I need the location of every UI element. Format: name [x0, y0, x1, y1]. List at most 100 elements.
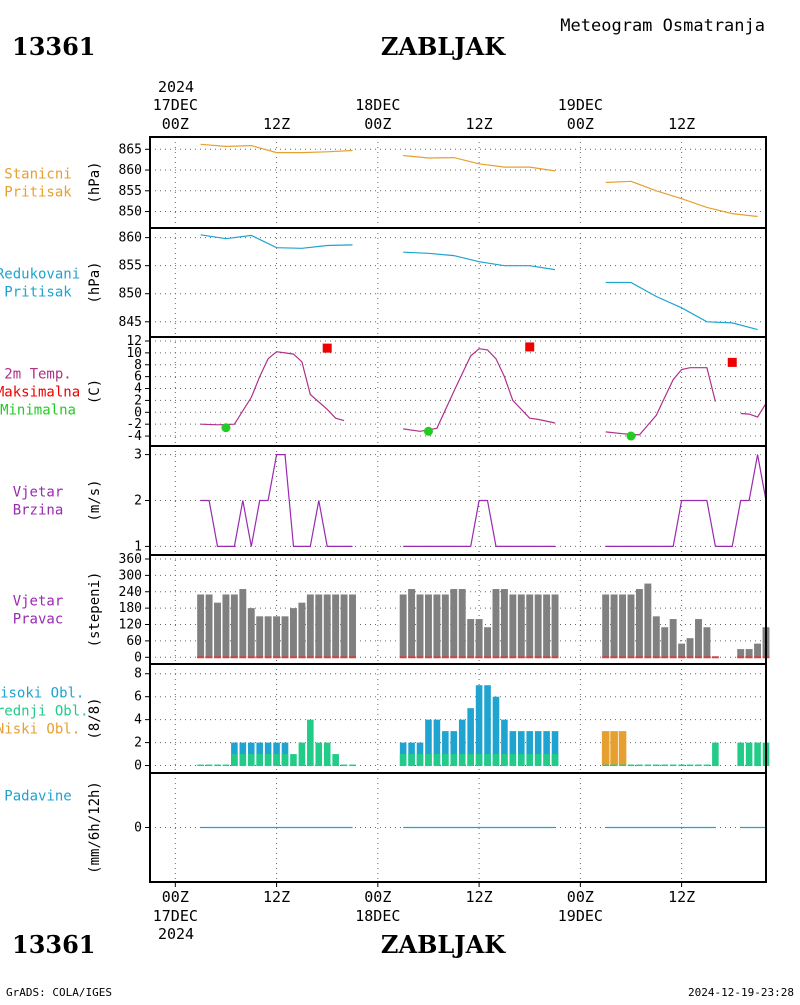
y-tick-label: 2 — [134, 494, 142, 509]
cloud-baseline — [501, 764, 508, 767]
mid-cloud-bar — [264, 754, 272, 766]
tmin-marker — [626, 431, 636, 441]
cloud-baseline — [534, 764, 542, 767]
panel-label: 2m Temp. — [4, 367, 71, 383]
cloud-baseline — [695, 764, 702, 767]
wind-direction-baseline — [686, 656, 694, 659]
wind-direction-baseline — [492, 656, 500, 659]
panel-frame — [149, 772, 767, 883]
bottom-year-label: 2024 — [158, 925, 194, 943]
wind-direction-bar — [669, 619, 677, 658]
wind-direction-baseline — [551, 656, 559, 659]
station-name-bottom: ZABLJAK — [381, 930, 506, 959]
wind-direction-bar — [686, 638, 694, 658]
y-tick-label: 4 — [134, 713, 142, 728]
cloud-baseline — [602, 764, 609, 767]
y-tick-label: 2 — [134, 393, 142, 408]
y-tick-label: 860 — [119, 163, 142, 178]
cloud-baseline — [239, 764, 247, 767]
mid-cloud-bar — [467, 754, 474, 766]
wind-direction-baseline — [517, 656, 525, 659]
bottom-hour-label: 12Z — [466, 888, 493, 906]
wind-direction-baseline — [669, 656, 677, 659]
top-hour-label: 00Z — [567, 115, 594, 133]
tmin-marker — [221, 423, 231, 433]
series-line-p3 — [200, 351, 345, 426]
bottom-hour-label: 00Z — [162, 888, 189, 906]
y-tick-label: 6 — [134, 370, 142, 385]
mid-cloud-bar — [281, 754, 289, 766]
mid-cloud-bar — [408, 754, 415, 766]
high-cloud-bar — [534, 731, 542, 766]
wind-direction-baseline — [441, 656, 449, 659]
low-cloud-bar — [614, 731, 618, 766]
mid-cloud-bar — [239, 754, 247, 766]
wind-direction-baseline — [619, 656, 627, 659]
low-cloud-bar — [618, 731, 622, 766]
mid-cloud-bar — [484, 754, 491, 766]
cloud-baseline — [678, 764, 685, 767]
cloud-baseline — [247, 764, 255, 767]
mid-cloud-bar — [509, 754, 517, 766]
high-cloud-bar — [315, 742, 323, 766]
wind-direction-baseline — [652, 656, 660, 659]
top-hour-label: 00Z — [364, 115, 391, 133]
series-line-p2 — [605, 281, 758, 331]
wind-direction-baseline — [467, 656, 475, 659]
wind-direction-baseline — [315, 656, 323, 659]
wind-direction-bar — [652, 616, 660, 658]
panel-frame — [149, 136, 767, 229]
y-axis-label: (hPa) — [87, 261, 103, 303]
wind-direction-baseline — [349, 656, 356, 659]
mid-cloud-bar — [450, 754, 458, 766]
cloud-baseline — [307, 764, 314, 767]
wind-direction-baseline — [543, 656, 551, 659]
wind-direction-bar — [349, 594, 356, 658]
timestamp-text: 2024-12-19-23:28 — [688, 986, 794, 999]
high-cloud-bar — [509, 731, 517, 766]
wind-direction-baseline — [695, 656, 702, 659]
wind-direction-bar — [450, 589, 458, 658]
cloud-baseline — [627, 764, 635, 767]
wind-direction-baseline — [340, 656, 348, 659]
y-tick-label: 4 — [134, 382, 142, 397]
series-line-p4 — [605, 454, 767, 548]
wind-direction-bar — [745, 649, 753, 658]
wind-direction-baseline — [298, 656, 306, 659]
cloud-baseline — [492, 764, 500, 767]
wind-direction-bar — [222, 594, 230, 658]
cloud-baseline — [416, 764, 424, 767]
cloud-baseline — [551, 764, 559, 767]
high-cloud-bar — [484, 685, 491, 766]
y-tick-label: 860 — [119, 231, 142, 246]
low-cloud-bar — [604, 731, 608, 766]
wind-direction-bar — [543, 594, 551, 658]
low-cloud-bar — [606, 731, 610, 766]
panel-label: Vjetar — [13, 594, 64, 610]
y-tick-label: 240 — [119, 585, 142, 600]
wind-direction-baseline — [247, 656, 255, 659]
wind-direction-bar — [467, 619, 475, 658]
cloud-baseline — [323, 764, 331, 767]
wind-direction-baseline — [222, 656, 230, 659]
wind-direction-baseline — [737, 656, 745, 659]
bottom-day-label: 19DEC — [558, 907, 603, 925]
mid-cloud-bar — [399, 754, 407, 766]
tmax-marker — [525, 342, 535, 352]
cloud-baseline — [526, 764, 534, 767]
panel-label: Pritisak — [4, 285, 72, 301]
cloud-baseline — [425, 764, 432, 767]
cloud-baseline — [264, 764, 272, 767]
high-cloud-bar — [475, 685, 483, 766]
cloud-baseline — [340, 764, 348, 767]
mid-cloud-bar — [442, 754, 449, 766]
y-tick-label: 300 — [119, 568, 142, 583]
panel-p4: 1 2 3 (m/s) Vjetar Brzina — [13, 445, 767, 556]
y-axis-label: (8/8) — [87, 697, 103, 739]
cloud-baseline — [197, 764, 204, 767]
cloud-baseline — [281, 764, 289, 767]
y-tick-label: 8 — [134, 667, 142, 682]
bottom-day-label: 17DEC — [153, 907, 198, 925]
cloud-baseline — [273, 764, 280, 767]
